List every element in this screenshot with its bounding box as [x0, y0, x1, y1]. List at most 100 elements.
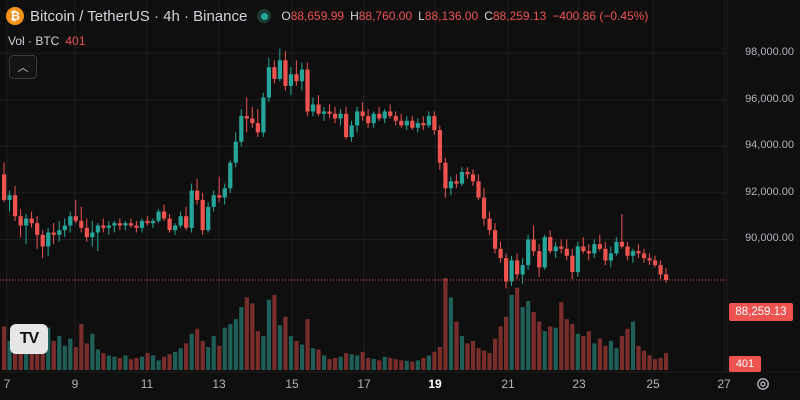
volume-bar [222, 327, 227, 370]
volume-bar [184, 343, 189, 370]
candle-body [316, 104, 321, 114]
volume-bar [288, 336, 294, 370]
volume-bar [62, 345, 67, 370]
candle-body [481, 197, 487, 219]
candle-body [145, 220, 150, 224]
volume-bar [106, 355, 112, 370]
candle-body [548, 237, 553, 252]
volume-bar [145, 353, 150, 370]
candle-body [79, 220, 84, 228]
candle-body [581, 246, 586, 252]
volume-bar [211, 336, 216, 370]
candle-body [553, 246, 558, 252]
volume-bar [333, 357, 338, 370]
candle-body [597, 244, 602, 249]
candle-body [211, 195, 216, 207]
volume-value: 401 [65, 34, 86, 48]
time-axis-label: 21 [501, 377, 515, 391]
candle-body [13, 195, 18, 217]
volume-bar [349, 354, 354, 370]
candle-body [18, 216, 23, 226]
symbol-title[interactable]: Bitcoin / TetherUS · 4h · Binance [30, 7, 248, 25]
volume-bar [498, 326, 503, 370]
candle-body [459, 171, 465, 184]
candle-body [206, 206, 211, 231]
volume-bar [366, 357, 371, 370]
volume-bar [338, 356, 343, 370]
candle-body [349, 125, 354, 138]
candle-body [189, 190, 194, 228]
candle-body [272, 67, 277, 79]
price-axis-label: 92,000.00 [745, 185, 794, 198]
candle-body [608, 253, 614, 261]
volume-bar [570, 324, 575, 370]
chart-legend-header: ₿ Bitcoin / TetherUS · 4h · Binance O88,… [6, 7, 648, 25]
tradingview-logo[interactable]: TV [10, 324, 48, 354]
candle-body [283, 60, 288, 86]
volume-bar [371, 359, 376, 370]
time-axis-label: 11 [140, 377, 154, 391]
candle-body [266, 67, 271, 98]
candle-body [173, 225, 178, 231]
volume-bar [272, 294, 277, 370]
volume-bar [51, 340, 56, 370]
volume-bar [294, 340, 299, 370]
candle-body [487, 218, 492, 231]
volume-bar [575, 333, 580, 370]
volume-bar [150, 355, 156, 370]
candle-body [244, 116, 249, 119]
market-open-status-icon [257, 9, 272, 23]
volume-bar [636, 345, 641, 370]
volume-bar [255, 331, 260, 370]
volume-bar [250, 303, 255, 370]
candle-body [35, 223, 40, 235]
volume-bar [377, 360, 382, 370]
volume-bar [228, 324, 233, 370]
volume-bar [537, 321, 542, 370]
volume-bar [664, 353, 669, 370]
volume-bar [652, 359, 658, 370]
time-axis-label: 15 [285, 377, 299, 391]
candle-body [421, 123, 426, 126]
candle-body [139, 220, 145, 228]
candle-body [321, 111, 327, 114]
volume-legend[interactable]: Vol · BTC 401 [8, 34, 85, 48]
candle-body [128, 223, 134, 226]
candle-body [294, 74, 299, 82]
ohlc-low: L88,136.00 [418, 9, 479, 23]
candle-body [470, 174, 476, 182]
candle-body [526, 239, 531, 266]
volume-bar [46, 327, 51, 370]
volume-bar [432, 351, 437, 370]
candle-body [410, 120, 415, 128]
candle-body [117, 223, 123, 226]
candle-body [250, 118, 255, 124]
settings-icon[interactable] [755, 376, 771, 392]
candle-body [305, 69, 310, 112]
candle-body [62, 225, 67, 231]
price-axis-label: 98,000.00 [745, 46, 794, 59]
volume-bar [487, 353, 492, 370]
candle-body [570, 255, 575, 273]
volume-bar [492, 338, 498, 370]
candle-body [57, 230, 62, 235]
volume-bar [195, 328, 200, 370]
candle-body [51, 232, 56, 235]
candle-body [106, 225, 112, 228]
volume-bar [559, 302, 564, 370]
volume-bar [266, 299, 271, 370]
volume-bar [305, 319, 310, 370]
volume-bar [139, 356, 145, 370]
candle-body [537, 251, 542, 268]
ohlc-values: O88,659.99 H88,760.00 L88,136.00 C88,259… [281, 9, 648, 23]
candle-body [101, 225, 106, 228]
volume-bar [161, 356, 167, 370]
candle-body [437, 130, 443, 163]
candle-body [261, 97, 266, 133]
candle-body [90, 232, 95, 238]
collapse-legend-button[interactable]: ︿ [9, 55, 37, 79]
candle-body [664, 274, 669, 281]
volume-bar [68, 338, 73, 370]
volume-bar [426, 355, 431, 370]
